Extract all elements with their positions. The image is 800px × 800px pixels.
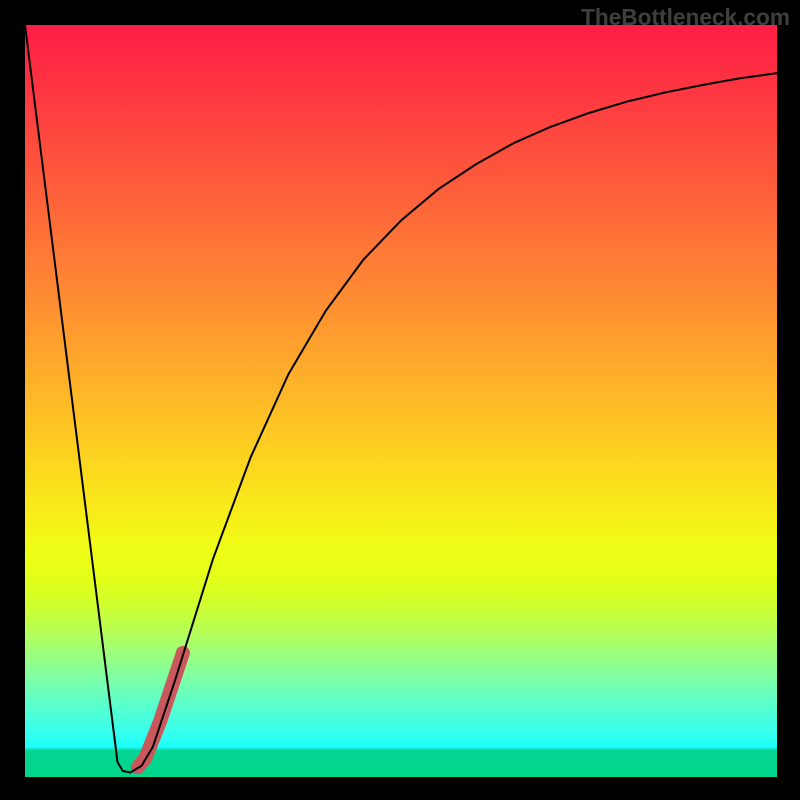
chart-svg (0, 0, 800, 800)
bottleneck-chart: TheBottleneck.com (0, 0, 800, 800)
chart-plot-area (25, 25, 777, 777)
